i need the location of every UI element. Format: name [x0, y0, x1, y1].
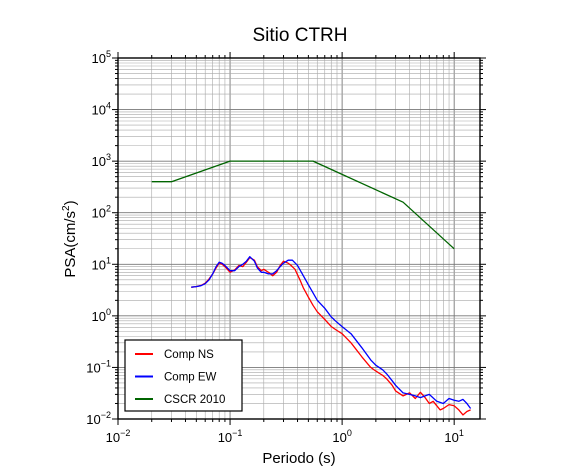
y-tick-label: 104 — [92, 101, 111, 118]
y-axis-label: PSA(cm/s2) — [61, 200, 79, 277]
y-tick-label: 100 — [92, 307, 111, 324]
y-axis-label-main: PSA(cm/s — [62, 211, 79, 278]
series-line-comp-ew — [191, 256, 472, 409]
y-tick-label: 101 — [92, 255, 111, 272]
series-line-comp-ns — [191, 256, 471, 416]
series-layer — [151, 160, 472, 416]
x-tick-label: 10−2 — [106, 428, 131, 445]
x-tick-label: 100 — [332, 428, 351, 445]
y-axis-label-end: ) — [62, 200, 79, 205]
y-tick-label: 103 — [92, 152, 111, 169]
legend: Comp NS Comp EW CSCR 2010 — [124, 339, 243, 412]
legend-label-comp-ns: Comp NS — [164, 349, 214, 361]
legend-items: Comp NS Comp EW CSCR 2010 — [135, 349, 225, 406]
x-axis-label: Periodo (s) — [262, 450, 335, 467]
x-tick-label: 101 — [444, 428, 463, 445]
x-tick-label: 10−1 — [218, 428, 243, 445]
y-tick-label: 10−1 — [86, 358, 111, 375]
y-tick-label: 102 — [92, 204, 111, 221]
grid — [117, 57, 480, 420]
y-tick-label: 105 — [92, 49, 111, 66]
axis-ticks: 10−2 10−1 100 101 10−2 10−1 100 101 102 103 104 105 — [86, 49, 486, 445]
legend-label-cscr-2010: CSCR 2010 — [164, 394, 225, 406]
y-axis-label-superscript: 2 — [61, 205, 72, 211]
series-line-cscr-2010 — [151, 160, 455, 250]
plot-frame — [117, 57, 481, 420]
legend-label-comp-ew: Comp EW — [164, 372, 217, 384]
y-tick-label: 10−2 — [86, 410, 111, 427]
chart-title: Sitio CTRH — [252, 25, 347, 46]
